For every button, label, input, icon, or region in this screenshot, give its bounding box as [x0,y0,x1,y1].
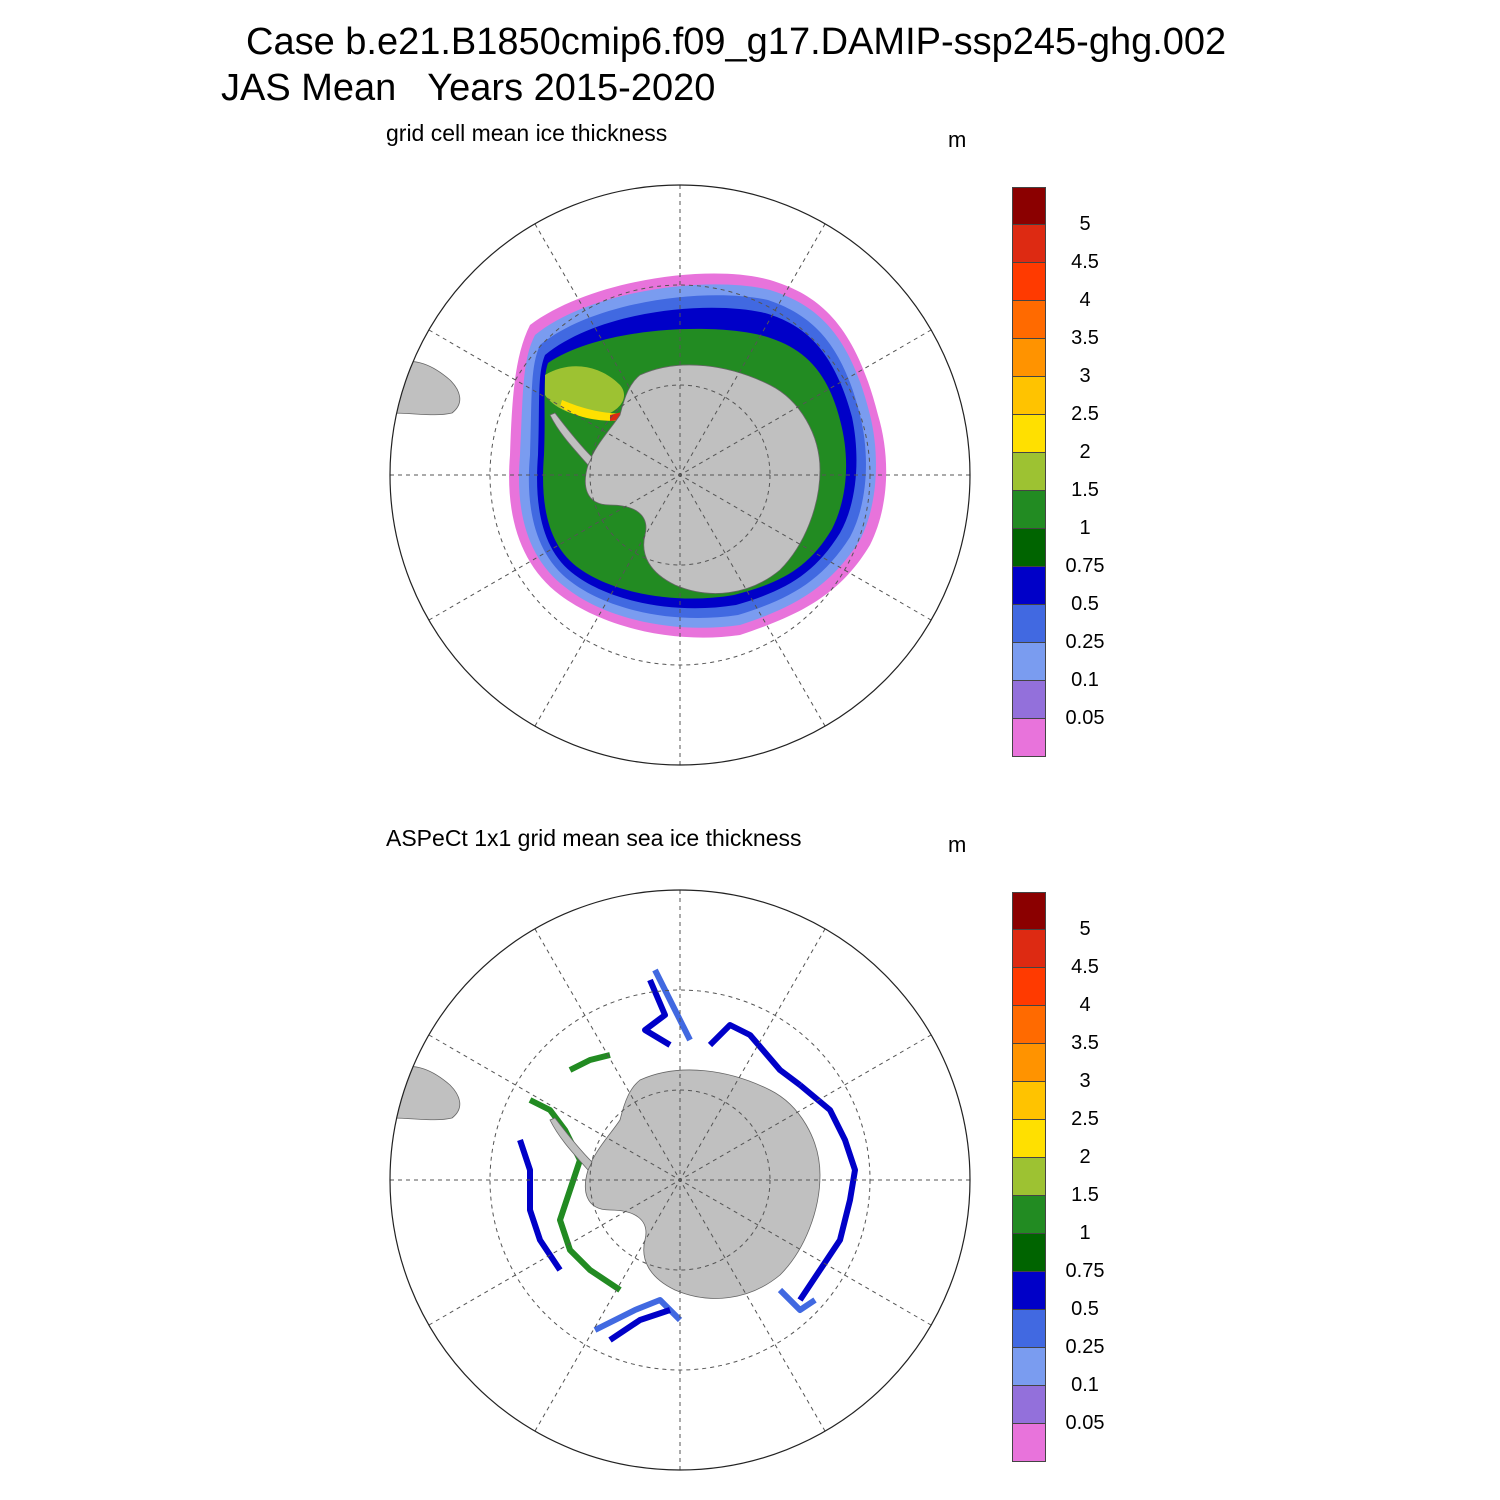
panel-model: grid cell mean ice thickness m [0,0,1500,766]
colorbar-swatch [1012,643,1046,681]
south-america-land [390,360,461,416]
colorbar-swatch [1012,339,1046,377]
colorbar-swatch [1012,1158,1046,1196]
track [642,978,672,1048]
colorbar-swatch [1012,1310,1046,1348]
colorbar-swatch [1012,968,1046,1006]
colorbar-label: 1 [1079,1222,1091,1244]
antarctic-peninsula [549,1117,593,1171]
colorbar-label: 0.25 [1065,1336,1105,1358]
colorbar-swatch [1012,1272,1046,1310]
ship-tracks [517,968,858,1343]
colorbar-label: 3 [1079,365,1091,387]
colorbar-label: 0.75 [1065,555,1105,577]
colorbar-label: 0.05 [1065,707,1105,729]
colorbar-label: 2 [1079,1146,1091,1168]
colorbar-swatch [1012,605,1046,643]
colorbar-label: 4.5 [1071,251,1099,273]
colorbar-label: 0.5 [1071,593,1099,615]
colorbar-swatch [1012,892,1046,930]
polar-map-model [389,184,971,766]
track [568,1052,611,1073]
colorbar-label: 3.5 [1071,327,1099,349]
colorbar-swatch [1012,1424,1046,1462]
colorbar-swatch [1012,930,1046,968]
colorbar-label: 1 [1079,517,1091,539]
colorbar-swatch [1012,415,1046,453]
colorbar-swatch [1012,225,1046,263]
colorbar-label: 3.5 [1071,1032,1099,1054]
track [797,1082,858,1302]
colorbar [1012,892,1046,1462]
colorbar-label: 4 [1079,994,1091,1016]
colorbar-swatch [1012,263,1046,301]
colorbar-label: 5 [1079,213,1091,235]
colorbar-label: 0.1 [1071,669,1099,691]
track [608,1307,671,1343]
track [528,1097,622,1293]
colorbar-label: 4.5 [1071,956,1099,978]
colorbar-swatch [1012,567,1046,605]
antarctica-land [585,1069,821,1299]
colorbar-swatch [1012,1196,1046,1234]
colorbar-swatch [1012,681,1046,719]
colorbar-label: 2.5 [1071,403,1099,425]
colorbar-swatch [1012,187,1046,225]
colorbar-swatch [1012,1120,1046,1158]
colorbar-label: 1.5 [1071,1184,1099,1206]
colorbar-swatch [1012,491,1046,529]
track [777,1287,817,1313]
colorbar-swatch [1012,301,1046,339]
main-title-line1: Case b.e21.B1850cmip6.f09_g17.DAMIP-ssp2… [246,21,1227,63]
units-label: m [948,127,967,152]
colorbar-label: 0.75 [1065,1260,1105,1282]
colorbar-label: 2.5 [1071,1108,1099,1130]
panel-subtitle: grid cell mean ice thickness [386,120,668,146]
track [517,1139,563,1272]
colorbar-swatch [1012,1082,1046,1120]
colorbar-label: 2 [1079,441,1091,463]
antarctic-peninsula [549,412,593,466]
colorbar-label: 0.05 [1065,1412,1105,1434]
south-america-land [390,1065,461,1121]
colorbar-label: 0.5 [1071,1298,1099,1320]
panel-subtitle: ASPeCt 1x1 grid mean sea ice thickness [386,825,802,851]
panel-observations: ASPeCt 1x1 grid mean sea ice thickness m [0,705,1500,1471]
colorbar-label: 1.5 [1071,479,1099,501]
main-title-line2: JAS Mean Years 2015-2020 [221,67,716,109]
colorbar-swatch [1012,529,1046,567]
colorbar-swatch [1012,1044,1046,1082]
colorbar-swatch [1012,453,1046,491]
colorbar-swatch [1012,1006,1046,1044]
antarctica-land [585,364,821,594]
colorbar-label: 0.1 [1071,1374,1099,1396]
colorbar-swatch [1012,719,1046,757]
polar-map-observations [389,889,971,1471]
colorbar-label: 4 [1079,289,1091,311]
ice-band-weddell-yellow [560,400,625,421]
colorbar-swatch [1012,1386,1046,1424]
colorbar-swatch [1012,377,1046,415]
track [707,1022,802,1088]
colorbar-swatch [1012,1234,1046,1272]
units-label: m [948,832,967,857]
colorbar [1012,187,1046,757]
colorbar-label: 0.25 [1065,631,1105,653]
track [652,968,693,1042]
colorbar-swatch [1012,1348,1046,1386]
colorbar-label: 3 [1079,1070,1091,1092]
colorbar-label: 5 [1079,918,1091,940]
track [593,1297,683,1333]
